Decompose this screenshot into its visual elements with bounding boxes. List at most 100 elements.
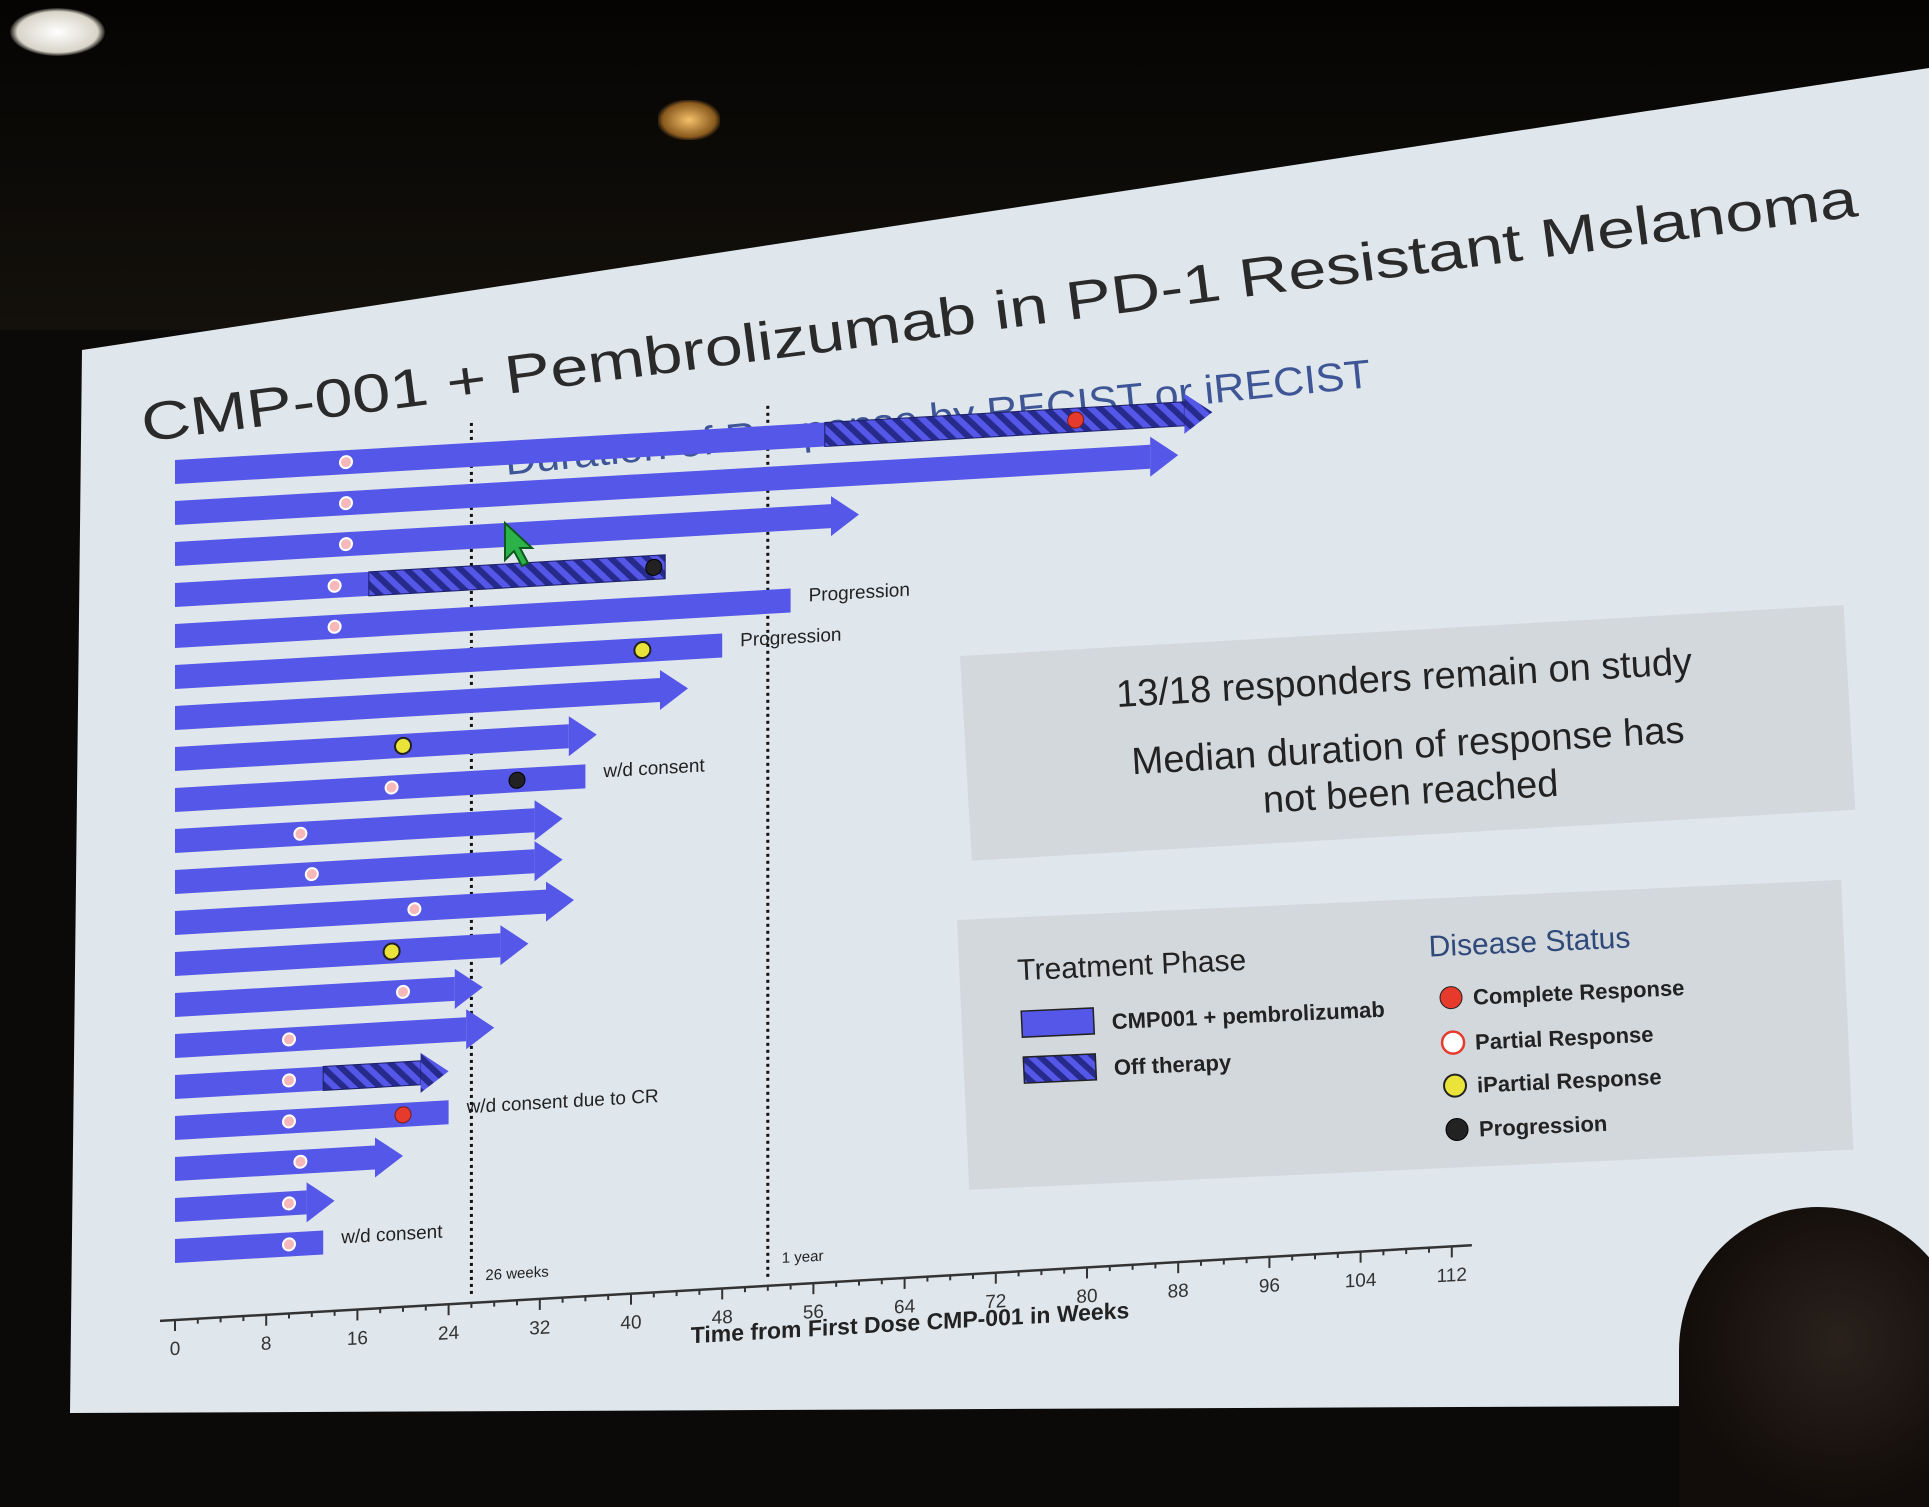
- ipartial-response-marker: [382, 942, 401, 961]
- x-tick-label: 96: [1259, 1275, 1280, 1297]
- partial-response-marker: [282, 1196, 296, 1211]
- treatment-bar: [175, 1017, 467, 1059]
- legend-swatch-off-therapy: [1022, 1053, 1098, 1084]
- x-tick-label: 32: [529, 1317, 550, 1339]
- partial-response-marker: [304, 867, 319, 882]
- ceiling-fixture: [658, 100, 720, 140]
- partial-response-marker: [339, 496, 353, 511]
- partial-response-marker: [339, 537, 353, 552]
- legend-marker-partial: [1440, 1030, 1466, 1055]
- x-tick-label: 72: [985, 1291, 1006, 1313]
- ongoing-arrow-head: [1150, 436, 1179, 477]
- legend-marker-ipartial: [1443, 1073, 1468, 1098]
- ongoing-arrow-head: [568, 716, 597, 757]
- reference-label-1: 1 year: [782, 1248, 824, 1267]
- treatment-bar: [175, 588, 791, 648]
- treatment-bar: [175, 933, 501, 976]
- x-tick-label: 88: [1168, 1281, 1189, 1303]
- ongoing-arrow-head: [534, 841, 563, 882]
- patient-row-13: [175, 925, 529, 976]
- treatment-bar: [175, 444, 1151, 525]
- partial-response-marker: [282, 1073, 296, 1088]
- x-tick-label: 48: [712, 1307, 733, 1329]
- treatment-bar: [175, 764, 586, 812]
- x-tick-label: 80: [1076, 1286, 1097, 1308]
- ongoing-arrow-head: [831, 496, 859, 537]
- reference-label-0: 26 weeks: [485, 1263, 548, 1284]
- patient-row-15: [175, 1009, 495, 1059]
- x-tick-label: 64: [894, 1296, 916, 1318]
- partial-response-marker: [293, 1154, 308, 1169]
- partial-response-marker: [282, 1114, 296, 1129]
- x-tick-label: 104: [1345, 1270, 1377, 1293]
- audience-head: [1679, 1207, 1929, 1507]
- partial-response-marker: [339, 455, 353, 470]
- off-therapy-segment: [368, 554, 666, 597]
- treatment-bar: [175, 724, 569, 771]
- patient-row-11: [175, 841, 563, 894]
- legend-marker-progression: [1445, 1118, 1469, 1142]
- ongoing-arrow-head: [306, 1182, 335, 1223]
- ongoing-arrow-head: [466, 1009, 495, 1050]
- legend-box: Treatment Phase CMP001 + pembrolizumab O…: [957, 879, 1854, 1190]
- patient-row-16: [175, 1052, 449, 1099]
- patient-row-14: [175, 968, 483, 1017]
- patient-row-3: [175, 496, 859, 566]
- patient-row-1: [175, 393, 1213, 484]
- x-tick-label: 0: [170, 1339, 181, 1361]
- complete-response-marker: [1067, 411, 1085, 429]
- legend-marker-complete: [1439, 986, 1463, 1010]
- treatment-bar: [175, 633, 723, 689]
- patient-row-12: [175, 881, 574, 936]
- swimmer-chart: 26 weeks 1 year ProgressionProgressionw/d…: [160, 393, 1472, 1361]
- patient-row-20: w/d consent: [175, 1222, 443, 1263]
- legend-label-off-therapy: Off therapy: [1113, 1050, 1232, 1080]
- x-tick-label: 8: [261, 1333, 272, 1355]
- x-tick-label: 16: [347, 1328, 368, 1350]
- info-box-background: [960, 605, 1856, 861]
- x-tick-label: 24: [438, 1323, 460, 1345]
- ongoing-arrow-head: [534, 800, 563, 841]
- ipartial-response-marker: [394, 736, 412, 755]
- treatment-bar: [175, 1145, 375, 1181]
- progression-response-marker: [508, 771, 526, 789]
- partial-response-marker: [282, 1032, 296, 1047]
- treatment-bar: [175, 1100, 449, 1140]
- ceiling-light: [10, 8, 105, 56]
- x-tick-label: 112: [1437, 1265, 1467, 1288]
- patient-row-4: [175, 554, 666, 607]
- treatment-bar: [175, 678, 660, 730]
- x-axis: 0 8 16 24 32 40 48 56 64 72 80 88 96 104 112: [160, 1243, 1472, 1361]
- legend-label-progression: Progression: [1478, 1111, 1607, 1142]
- patient-row-2: [175, 436, 1179, 525]
- legend-background: [957, 879, 1854, 1190]
- treatment-bar: [175, 1190, 307, 1223]
- patient-row-7: [175, 670, 688, 730]
- progression-response-marker: [645, 558, 663, 576]
- x-tick-label: 56: [803, 1302, 824, 1324]
- treatment-bar: [175, 504, 831, 566]
- mouse-pointer-icon: [504, 520, 535, 568]
- partial-response-marker: [384, 780, 399, 795]
- ongoing-arrow-head: [1184, 393, 1213, 434]
- ongoing-arrow-head: [420, 1052, 449, 1093]
- ongoing-arrow-head: [546, 881, 574, 922]
- projection-screen: CMP-001 + Pembrolizumab in PD-1 Resistan…: [70, 68, 1929, 1413]
- ipartial-response-marker: [633, 641, 652, 660]
- partial-response-marker: [327, 619, 342, 634]
- partial-response-marker: [327, 578, 342, 593]
- x-tick-label: 40: [620, 1312, 641, 1334]
- ongoing-arrow-head: [375, 1137, 403, 1178]
- patient-row-19: [175, 1182, 335, 1223]
- x-axis-line: [160, 1243, 1472, 1323]
- off-therapy-segment: [322, 1060, 422, 1091]
- partial-response-marker: [293, 826, 308, 841]
- patient-row-10: [175, 800, 563, 853]
- partial-response-marker: [282, 1237, 296, 1252]
- complete-response-marker: [394, 1106, 412, 1124]
- patient-row-8: [175, 716, 597, 771]
- legend-swatch-treatment: [1020, 1007, 1096, 1038]
- partial-response-marker: [396, 984, 410, 999]
- treatment-bar: [175, 889, 546, 936]
